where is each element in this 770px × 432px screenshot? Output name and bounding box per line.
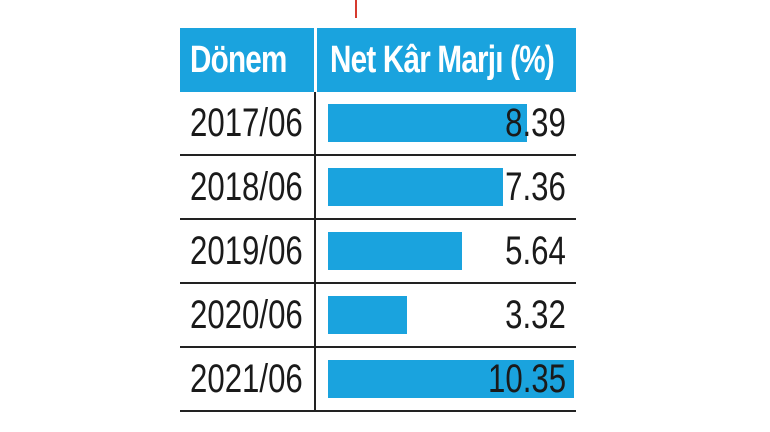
period-column-header: Dönem bbox=[190, 39, 287, 81]
margin-bar bbox=[328, 296, 407, 334]
margin-bar bbox=[328, 360, 574, 398]
row-divider bbox=[314, 92, 316, 154]
margin-value-label: 3.32 bbox=[505, 293, 566, 337]
row-divider bbox=[314, 348, 316, 410]
top-red-rule bbox=[355, 0, 357, 18]
margin-value-label: 10.35 bbox=[487, 357, 566, 401]
table-row: 2020/06 3.32 bbox=[180, 284, 576, 348]
row-divider bbox=[314, 156, 316, 218]
period-cell: 2021/06 bbox=[190, 357, 303, 401]
margin-value-label: 7.36 bbox=[505, 165, 566, 209]
margin-bar bbox=[328, 168, 503, 206]
table-row: 2018/06 7.36 bbox=[180, 156, 576, 220]
table-header: Dönem Net Kâr Marjı (%) bbox=[180, 28, 576, 92]
header-divider bbox=[314, 28, 317, 92]
margin-value-label: 5.64 bbox=[505, 229, 566, 273]
period-cell: 2019/06 bbox=[190, 229, 303, 273]
margin-bar bbox=[328, 104, 527, 142]
margin-value-label: 8.39 bbox=[505, 101, 566, 145]
margin-bar bbox=[328, 232, 462, 270]
period-cell: 2020/06 bbox=[190, 293, 303, 337]
period-cell: 2017/06 bbox=[190, 101, 303, 145]
table-row: 2019/06 5.64 bbox=[180, 220, 576, 284]
period-cell: 2018/06 bbox=[190, 165, 303, 209]
table-row: 2021/06 10.35 bbox=[180, 348, 576, 412]
net-profit-margin-table: Dönem Net Kâr Marjı (%) 2017/06 8.39 2018/… bbox=[180, 18, 580, 412]
row-divider bbox=[314, 284, 316, 346]
margin-column-header: Net Kâr Marjı (%) bbox=[330, 39, 555, 81]
table-row: 2017/06 8.39 bbox=[180, 92, 576, 156]
row-divider bbox=[314, 220, 316, 282]
